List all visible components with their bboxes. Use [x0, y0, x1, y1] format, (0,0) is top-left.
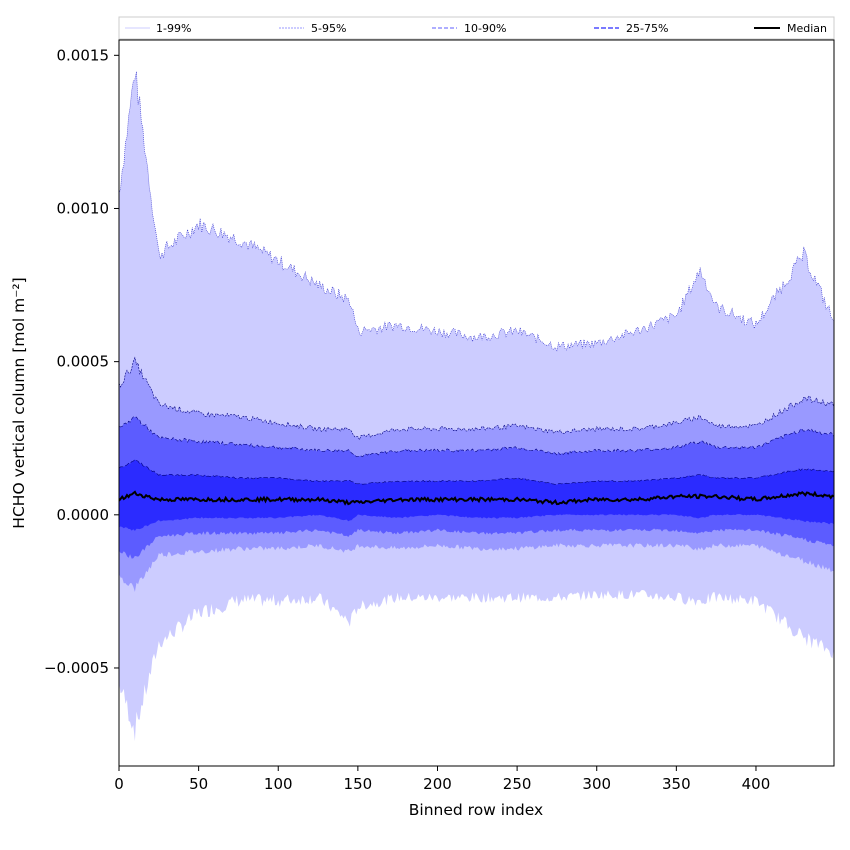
- y-axis-ticks: −0.0005 0.0000 0.0005 0.0010 0.0015: [44, 46, 119, 677]
- legend-box: [118, 16, 835, 40]
- legend: 1-99% 5-95% 10-90% 25-75% Median: [118, 16, 835, 40]
- legend-label-1-99: 1-99%: [156, 22, 191, 35]
- band-upper-line-25-75%: [119, 459, 834, 486]
- y-tick-label: 0.0010: [57, 199, 110, 217]
- x-tick-label: 0: [114, 775, 124, 793]
- x-axis-ticks: 0 50 100 150 200 250 300 350 400: [114, 766, 770, 793]
- x-axis-label: Binned row index: [409, 801, 543, 819]
- band-25-75%: [119, 459, 834, 531]
- legend-entry-10-90: 10-90%: [432, 22, 506, 35]
- band-upper-line-10-90%: [119, 416, 834, 458]
- x-tick-label: 250: [503, 775, 532, 793]
- x-tick-label: 400: [742, 775, 771, 793]
- plot-frame: [118, 39, 835, 767]
- y-tick-label: −0.0005: [44, 659, 109, 677]
- y-tick-label: 0.0015: [57, 46, 110, 64]
- x-tick-label: 100: [264, 775, 293, 793]
- y-axis-label: HCHO vertical column [mol m⁻²]: [10, 277, 28, 528]
- band-1-99%: [119, 71, 834, 742]
- legend-entry-1-99: 1-99%: [125, 22, 191, 35]
- legend-entry-median: Median: [754, 22, 827, 35]
- line-layer: [119, 71, 834, 506]
- legend-entry-25-75: 25-75%: [594, 22, 668, 35]
- median-line: [119, 490, 834, 506]
- x-tick-label: 50: [189, 775, 208, 793]
- legend-label-5-95: 5-95%: [311, 22, 346, 35]
- legend-entry-5-95: 5-95%: [279, 22, 346, 35]
- band-upper-line-1-99%: [119, 71, 834, 352]
- legend-label-25-75: 25-75%: [626, 22, 668, 35]
- legend-label-10-90: 10-90%: [464, 22, 506, 35]
- x-tick-label: 150: [344, 775, 373, 793]
- x-tick-label: 200: [423, 775, 452, 793]
- plot-area: [118, 39, 835, 767]
- y-tick-label: 0.0000: [57, 506, 110, 524]
- y-tick-label: 0.0005: [57, 353, 110, 371]
- band-layer: [119, 71, 834, 742]
- legend-label-median: Median: [787, 22, 827, 35]
- band-upper-line-5-95%: [119, 356, 834, 441]
- x-tick-label: 300: [582, 775, 611, 793]
- x-tick-label: 350: [662, 775, 691, 793]
